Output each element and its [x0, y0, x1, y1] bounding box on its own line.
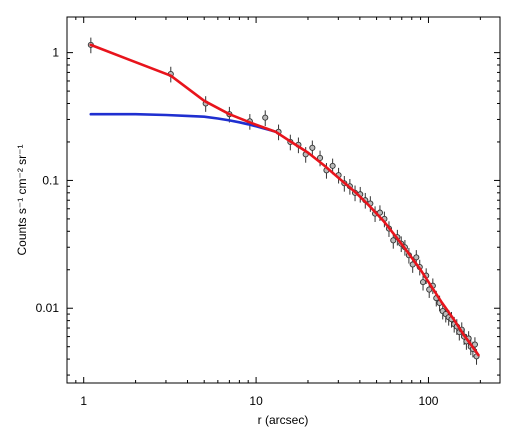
plot-frame	[66, 16, 501, 384]
plot-layer	[87, 37, 480, 365]
y-axis-label: Counts s⁻¹ cm⁻² sr⁻¹	[15, 144, 29, 255]
ticks-layer: 1 10 100 1 0.1 0.01	[36, 17, 500, 408]
y-tick-label: 0.1	[42, 173, 59, 187]
data-point	[309, 144, 316, 151]
x-tick-label: 1	[80, 394, 87, 408]
x-axis-label: r (arcsec)	[258, 413, 309, 427]
y-tick-label: 0.01	[36, 301, 60, 315]
data-point	[390, 237, 397, 244]
data-point	[329, 162, 336, 169]
model-total-line	[89, 43, 480, 357]
data-point	[262, 114, 269, 121]
x-tick-label: 100	[418, 394, 438, 408]
data-point	[419, 279, 427, 286]
data-point	[413, 254, 420, 261]
data-point	[426, 286, 433, 293]
data-point	[317, 154, 324, 161]
y-tick-label: 1	[52, 46, 59, 60]
x-tick-label: 10	[249, 394, 263, 408]
